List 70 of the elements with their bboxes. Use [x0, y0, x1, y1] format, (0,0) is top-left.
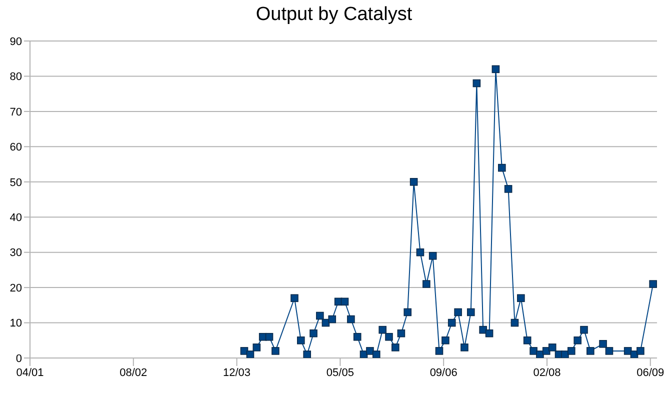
y-tick-label: 10 [10, 318, 22, 330]
point [442, 336, 450, 344]
point [548, 344, 556, 352]
point [498, 164, 506, 172]
point [586, 347, 594, 355]
x-tick-label: 05/05 [326, 366, 354, 379]
point [385, 332, 393, 341]
point [428, 252, 437, 260]
point [416, 248, 424, 256]
point [605, 347, 614, 355]
point [378, 326, 386, 334]
point [316, 312, 324, 320]
y-tick-label: 30 [10, 247, 22, 260]
point [392, 344, 400, 352]
point [492, 65, 500, 74]
point [435, 347, 444, 355]
point [472, 79, 481, 88]
point [466, 308, 475, 316]
point [448, 318, 456, 327]
point [624, 347, 632, 355]
point [536, 350, 544, 358]
x-tick-label: 12/03 [223, 366, 251, 379]
point [580, 326, 588, 334]
point [454, 308, 462, 316]
point [479, 326, 487, 334]
y-tick-label: 70 [10, 106, 22, 118]
point [353, 332, 362, 341]
x-tick-label: 02/08 [533, 366, 561, 379]
y-tick-label: 90 [10, 36, 22, 48]
y-tick-label: 80 [10, 71, 22, 84]
point [340, 298, 349, 306]
point [636, 347, 644, 355]
point [485, 329, 494, 338]
x-tick-label: 08/02 [120, 366, 148, 379]
point [372, 350, 380, 358]
y-tick-label: 50 [10, 176, 22, 189]
point [574, 336, 582, 344]
point [530, 347, 538, 355]
point [290, 294, 298, 302]
point [347, 315, 355, 324]
x-tick-label: 09/06 [430, 366, 458, 379]
point [422, 280, 430, 288]
point [397, 329, 406, 338]
point [310, 329, 318, 338]
point [246, 350, 254, 358]
point [504, 185, 512, 193]
point [252, 344, 261, 352]
y-tick-label: 60 [10, 142, 22, 154]
point [460, 344, 468, 352]
point [272, 347, 280, 355]
y-tick-label: 0 [16, 352, 22, 365]
point [510, 318, 519, 327]
y-tick-label: 40 [10, 212, 22, 224]
point [561, 350, 569, 358]
point [523, 336, 532, 344]
point [599, 340, 607, 348]
x-tick-label: 04/01 [16, 366, 44, 379]
point [303, 350, 312, 358]
x-tick-label: 06/09 [636, 366, 664, 379]
chart-title: Output by Catalyst [254, 4, 414, 26]
point [328, 315, 336, 324]
y-tick-label: 20 [10, 282, 22, 294]
point [265, 332, 274, 341]
point [366, 347, 374, 355]
point [404, 308, 412, 316]
point [517, 294, 525, 302]
point [649, 280, 657, 288]
point [567, 347, 576, 355]
point [410, 178, 418, 186]
point [297, 336, 305, 344]
